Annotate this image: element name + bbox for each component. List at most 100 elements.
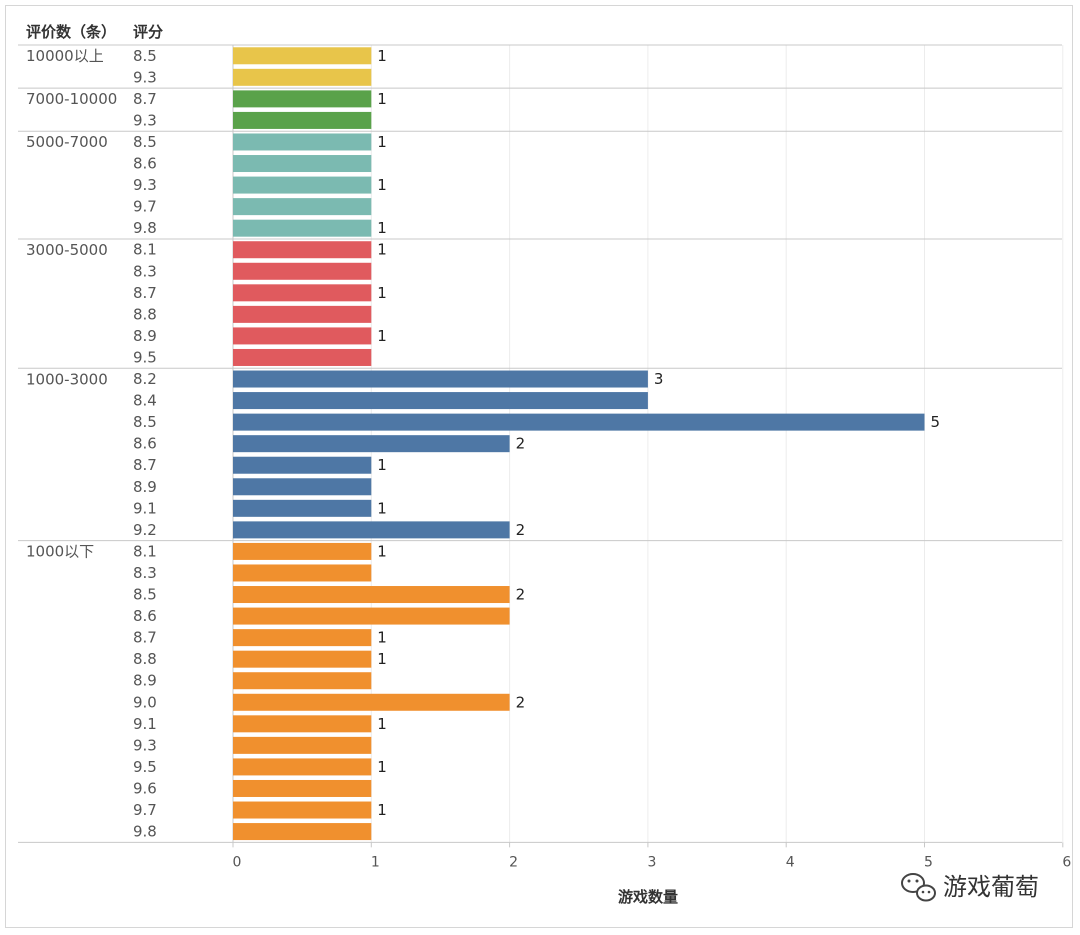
bar (233, 629, 372, 647)
data-label: 1 (377, 176, 387, 194)
data-label: 1 (377, 542, 387, 560)
group-label: 1000以下 (26, 543, 94, 561)
score-label: 9.6 (133, 779, 157, 797)
score-label: 9.8 (133, 823, 157, 841)
bar (233, 607, 510, 625)
x-tick-label: 5 (924, 854, 933, 870)
bar (233, 155, 372, 173)
data-label: 1 (377, 801, 387, 819)
bar (233, 564, 372, 582)
bar (233, 456, 372, 474)
bar (233, 779, 372, 797)
score-label: 9.3 (133, 176, 157, 194)
bar (233, 823, 372, 841)
x-tick-label: 4 (786, 854, 795, 870)
score-label: 8.7 (133, 90, 157, 108)
bar (233, 650, 372, 668)
watermark-text: 游戏葡萄 (943, 873, 1039, 901)
score-label: 8.6 (133, 155, 157, 173)
score-label: 9.5 (133, 758, 157, 776)
bar (233, 478, 372, 496)
bar (233, 693, 510, 711)
score-label: 8.8 (133, 305, 157, 323)
score-label: 8.6 (133, 607, 157, 625)
score-label: 8.9 (133, 478, 157, 496)
bar (233, 327, 372, 345)
data-label: 5 (931, 413, 941, 431)
data-label: 2 (516, 693, 526, 711)
score-label: 8.6 (133, 435, 157, 453)
x-axis: 0 1 2 3 4 5 6 (18, 841, 1071, 870)
group-label: 10000以上 (26, 47, 104, 65)
score-label: 9.1 (133, 499, 157, 517)
bar (233, 47, 372, 65)
score-label: 9.7 (133, 198, 157, 216)
bar (233, 198, 372, 216)
score-label: 9.5 (133, 348, 157, 366)
bar (233, 586, 510, 604)
wechat-icon (901, 873, 936, 902)
score-label: 8.2 (133, 370, 157, 388)
data-label: 1 (377, 327, 387, 345)
bar (233, 715, 372, 733)
score-label: 8.8 (133, 650, 157, 668)
x-tick-label: 2 (509, 854, 518, 870)
bar (233, 672, 372, 690)
data-label: 3 (654, 370, 664, 388)
score-label: 8.3 (133, 564, 157, 582)
bar (233, 392, 648, 410)
score-label: 8.5 (133, 133, 157, 151)
data-label: 1 (377, 499, 387, 517)
bar (233, 499, 372, 517)
bars (233, 47, 925, 841)
header-group: 评价数（条） (26, 23, 116, 41)
group-label: 1000-3000 (26, 370, 108, 388)
bar (233, 736, 372, 754)
bar (233, 542, 372, 560)
score-label: 8.9 (133, 672, 157, 690)
data-label: 2 (516, 586, 526, 604)
score-label: 9.8 (133, 219, 157, 237)
bar (233, 133, 372, 151)
bar (233, 305, 372, 323)
bar (233, 801, 372, 819)
bar (233, 348, 372, 366)
watermark: 游戏葡萄 (901, 873, 1039, 902)
header-score: 评分 (133, 23, 163, 41)
bar (233, 758, 372, 776)
score-label: 8.7 (133, 284, 157, 302)
bar (233, 262, 372, 280)
score-label: 9.2 (133, 521, 157, 539)
group-separators (18, 44, 1062, 542)
score-label: 8.5 (133, 586, 157, 604)
labels: 10000以上 8.5 1 9.3 7000-10000 8.7 1 9.3 5000-7000… (26, 47, 940, 841)
data-label: 1 (377, 90, 387, 108)
score-label: 8.5 (133, 47, 157, 65)
score-label: 9.3 (133, 111, 157, 129)
score-label: 8.3 (133, 262, 157, 280)
score-label: 9.0 (133, 693, 157, 711)
data-label: 1 (377, 219, 387, 237)
score-label: 8.7 (133, 456, 157, 474)
score-label: 8.1 (133, 241, 157, 259)
group-label: 3000-5000 (26, 241, 108, 259)
score-label: 9.1 (133, 715, 157, 733)
data-label: 1 (377, 133, 387, 151)
bar (233, 413, 925, 431)
data-label: 1 (377, 715, 387, 733)
bar (233, 521, 510, 539)
x-tick-label: 3 (647, 854, 656, 870)
score-label: 8.5 (133, 413, 157, 431)
data-label: 2 (516, 435, 526, 453)
data-label: 1 (377, 629, 387, 647)
x-tick-label: 6 (1062, 854, 1071, 870)
bar (233, 370, 648, 388)
score-label: 9.3 (133, 68, 157, 86)
group-label: 7000-10000 (26, 90, 117, 108)
data-label: 1 (377, 47, 387, 65)
score-label: 8.7 (133, 629, 157, 647)
x-axis-title: 游戏数量 (618, 888, 678, 906)
bar (233, 90, 372, 108)
score-label: 8.9 (133, 327, 157, 345)
